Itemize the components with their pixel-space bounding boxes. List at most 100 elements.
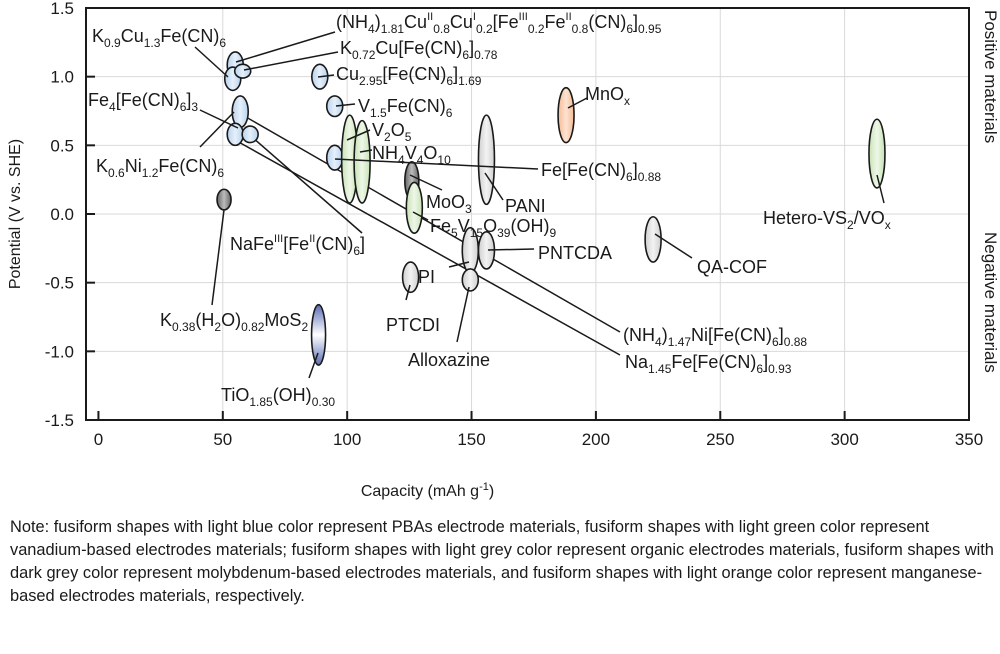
material-ellipse	[233, 63, 252, 79]
x-tick-label: 300	[830, 430, 858, 449]
material-label: MnOx	[585, 84, 630, 108]
material-label-part: 0.2	[476, 22, 493, 36]
material-label-part: 0.8	[433, 22, 450, 36]
material-label: Fe[Fe(CN)6]0.88	[541, 160, 661, 184]
leader-line	[308, 352, 319, 379]
leader-line	[317, 74, 335, 78]
material-label-part: Cu	[450, 12, 473, 32]
material-ellipse	[401, 261, 420, 294]
material-label-part: K	[96, 156, 108, 176]
x-tick-label: 100	[333, 430, 361, 449]
material-label-part: (OH)	[510, 216, 549, 236]
material-ellipse	[868, 118, 886, 189]
material-ellipse	[325, 144, 344, 171]
material-label-part: 1.47	[668, 335, 692, 349]
material-label-part: 0.82	[241, 320, 265, 334]
figure-note: Note: fusiform shapes with light blue co…	[10, 518, 994, 605]
y-tick-label: 0.0	[50, 205, 74, 224]
material-label-part: O)	[221, 310, 241, 330]
material-label-part: 5	[451, 226, 458, 240]
material-label-part: 1.45	[648, 362, 672, 376]
leader-line	[448, 261, 470, 268]
leader-line	[235, 31, 336, 63]
material-label-part: PTCDI	[386, 315, 440, 335]
leader-line	[334, 158, 539, 170]
material-label: K0.38(H2O)0.82MoS2	[160, 310, 308, 334]
leader-line	[876, 174, 885, 204]
potential-capacity-chart: 0 50 100 150 200 250 300 350 1.5 1.0 0.5 0.0 -0.5 -1.…	[7, 0, 1000, 500]
material-label-part: PNTCDA	[538, 243, 612, 263]
material-label-part: ]	[360, 234, 365, 254]
material-ellipse	[405, 181, 424, 235]
leader-line	[199, 109, 239, 129]
material-label-part: II	[309, 233, 315, 245]
material-label-part: 6	[462, 48, 469, 62]
material-label-part: 0.9	[104, 36, 121, 50]
material-label-part: 0.30	[312, 395, 336, 409]
leader-line	[456, 286, 470, 343]
leader-line	[405, 284, 411, 301]
material-label-part: PI	[418, 267, 435, 287]
material-label-part: x	[885, 218, 891, 232]
material-label: K0.9Cu1.3Fe(CN)6	[92, 26, 226, 50]
material-label-part: 6	[626, 170, 633, 184]
material-label-part: 0.38	[172, 320, 196, 334]
material-label-part: 0.88	[784, 335, 808, 349]
material-label-part: 39	[497, 226, 511, 240]
leader-line	[234, 139, 621, 356]
material-label-part: [Fe(CN)	[116, 90, 180, 110]
leader-line	[484, 172, 504, 201]
material-label-part: 0.8	[572, 22, 589, 36]
material-label-part: x	[624, 94, 630, 108]
material-label-part: ]	[186, 90, 191, 110]
material-label-part: V	[458, 216, 470, 236]
material-label: PI	[418, 267, 435, 287]
x-tick-label: 0	[94, 430, 103, 449]
y-tick-label: 0.5	[50, 136, 74, 155]
material-label-part: 4	[655, 335, 662, 349]
material-label-part: Na	[625, 352, 649, 372]
material-label-part: 10	[437, 153, 451, 167]
material-label-part: 4	[417, 153, 424, 167]
material-label-part: 0.93	[768, 362, 792, 376]
material-label-part: [Fe(CN)	[382, 64, 446, 84]
material-label-part: Fe(CN)	[160, 26, 219, 46]
material-ellipse	[216, 188, 232, 211]
material-label: K0.6Ni1.2Fe(CN)6	[96, 156, 224, 180]
material-label-part: ]	[633, 160, 638, 180]
leader-line	[199, 111, 235, 148]
material-label-part: MoS	[264, 310, 301, 330]
leader-line	[487, 248, 535, 251]
y-tick-label: 1.0	[50, 68, 74, 87]
material-label-part: 6	[219, 36, 226, 50]
material-label-part: II	[427, 11, 433, 23]
material-label-part: MnO	[585, 84, 624, 104]
material-label-part: TiO	[221, 385, 249, 405]
material-label: TiO1.85(OH)0.30	[221, 385, 335, 409]
material-label: K0.72Cu[Fe(CN)6]0.78	[340, 38, 498, 62]
material-label-part: 0.6	[108, 166, 125, 180]
material-label-part: MoO	[426, 192, 465, 212]
material-ellipse	[461, 268, 480, 292]
material-label-part: 6	[626, 22, 633, 36]
material-label-part: 1.81	[381, 22, 405, 36]
material-label-part: V	[405, 143, 417, 163]
material-label-part: 2.95	[359, 74, 383, 88]
material-label-part: Cu	[336, 64, 359, 84]
material-label-part: 4	[368, 22, 375, 36]
material-label: (NH4)1.81CuII0.8CuI0.2[FeIII0.2FeII0.8(C…	[336, 11, 662, 36]
x-axis-title: Capacity (mAh g-1)	[361, 481, 494, 500]
leader-line	[238, 112, 621, 333]
material-label-part: 3	[191, 100, 198, 114]
leader-line	[359, 149, 373, 153]
material-label-part: 5	[405, 130, 412, 144]
material-label-part: Alloxazine	[408, 350, 490, 370]
material-label: V1.5Fe(CN)6	[358, 96, 453, 120]
material-label-part: V	[358, 96, 370, 116]
material-label-part: ]	[763, 352, 768, 372]
leader-line	[194, 46, 229, 78]
leader-line	[243, 51, 339, 71]
material-label-part: )	[375, 12, 381, 32]
material-label: QA-COF	[697, 257, 767, 277]
material-label: Hetero-VS2/VOx	[763, 208, 891, 232]
